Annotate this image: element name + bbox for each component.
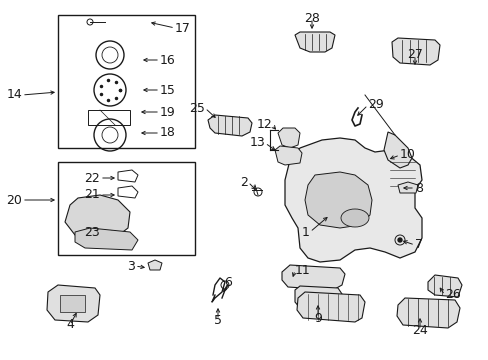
Polygon shape	[294, 32, 334, 52]
Text: 22: 22	[84, 171, 100, 184]
Text: 1: 1	[302, 225, 309, 238]
Text: 4: 4	[66, 319, 74, 332]
Bar	[58, 15, 195, 148]
Text: 11: 11	[294, 264, 310, 276]
Text: 17: 17	[175, 22, 190, 35]
Text: 21: 21	[84, 189, 100, 202]
Polygon shape	[427, 275, 461, 297]
Circle shape	[397, 238, 401, 242]
Text: 13: 13	[249, 136, 264, 149]
Ellipse shape	[340, 209, 368, 227]
Text: 9: 9	[313, 311, 321, 324]
Bar	[58, 162, 195, 255]
Polygon shape	[207, 115, 251, 136]
Text: 3: 3	[127, 260, 135, 273]
Text: 25: 25	[189, 102, 204, 114]
Text: 14: 14	[6, 89, 22, 102]
Polygon shape	[391, 38, 439, 65]
Text: 2: 2	[240, 175, 247, 189]
Polygon shape	[296, 292, 364, 322]
Polygon shape	[274, 146, 302, 165]
Text: 27: 27	[406, 49, 422, 62]
Text: 23: 23	[84, 225, 100, 238]
Text: 10: 10	[399, 148, 415, 162]
Text: 28: 28	[304, 12, 319, 24]
Text: 26: 26	[444, 288, 460, 302]
Polygon shape	[278, 128, 299, 148]
Text: 20: 20	[6, 194, 22, 207]
Text: 18: 18	[160, 126, 176, 139]
Text: 16: 16	[160, 54, 175, 67]
Text: 29: 29	[367, 99, 383, 112]
Polygon shape	[47, 285, 100, 322]
Text: 7: 7	[414, 238, 422, 252]
Polygon shape	[75, 228, 138, 250]
Text: 5: 5	[214, 314, 222, 327]
Text: 24: 24	[411, 324, 427, 337]
Text: 19: 19	[160, 105, 175, 118]
Polygon shape	[282, 265, 345, 290]
Polygon shape	[397, 182, 417, 193]
Polygon shape	[305, 172, 371, 228]
Text: 6: 6	[224, 276, 231, 289]
Polygon shape	[148, 260, 162, 270]
Polygon shape	[396, 298, 459, 328]
Polygon shape	[65, 195, 130, 240]
Text: 15: 15	[160, 84, 176, 96]
Text: 12: 12	[256, 118, 271, 131]
Polygon shape	[383, 132, 411, 168]
Polygon shape	[285, 138, 421, 262]
Text: 8: 8	[414, 181, 422, 194]
Polygon shape	[60, 295, 85, 312]
Polygon shape	[294, 286, 341, 310]
